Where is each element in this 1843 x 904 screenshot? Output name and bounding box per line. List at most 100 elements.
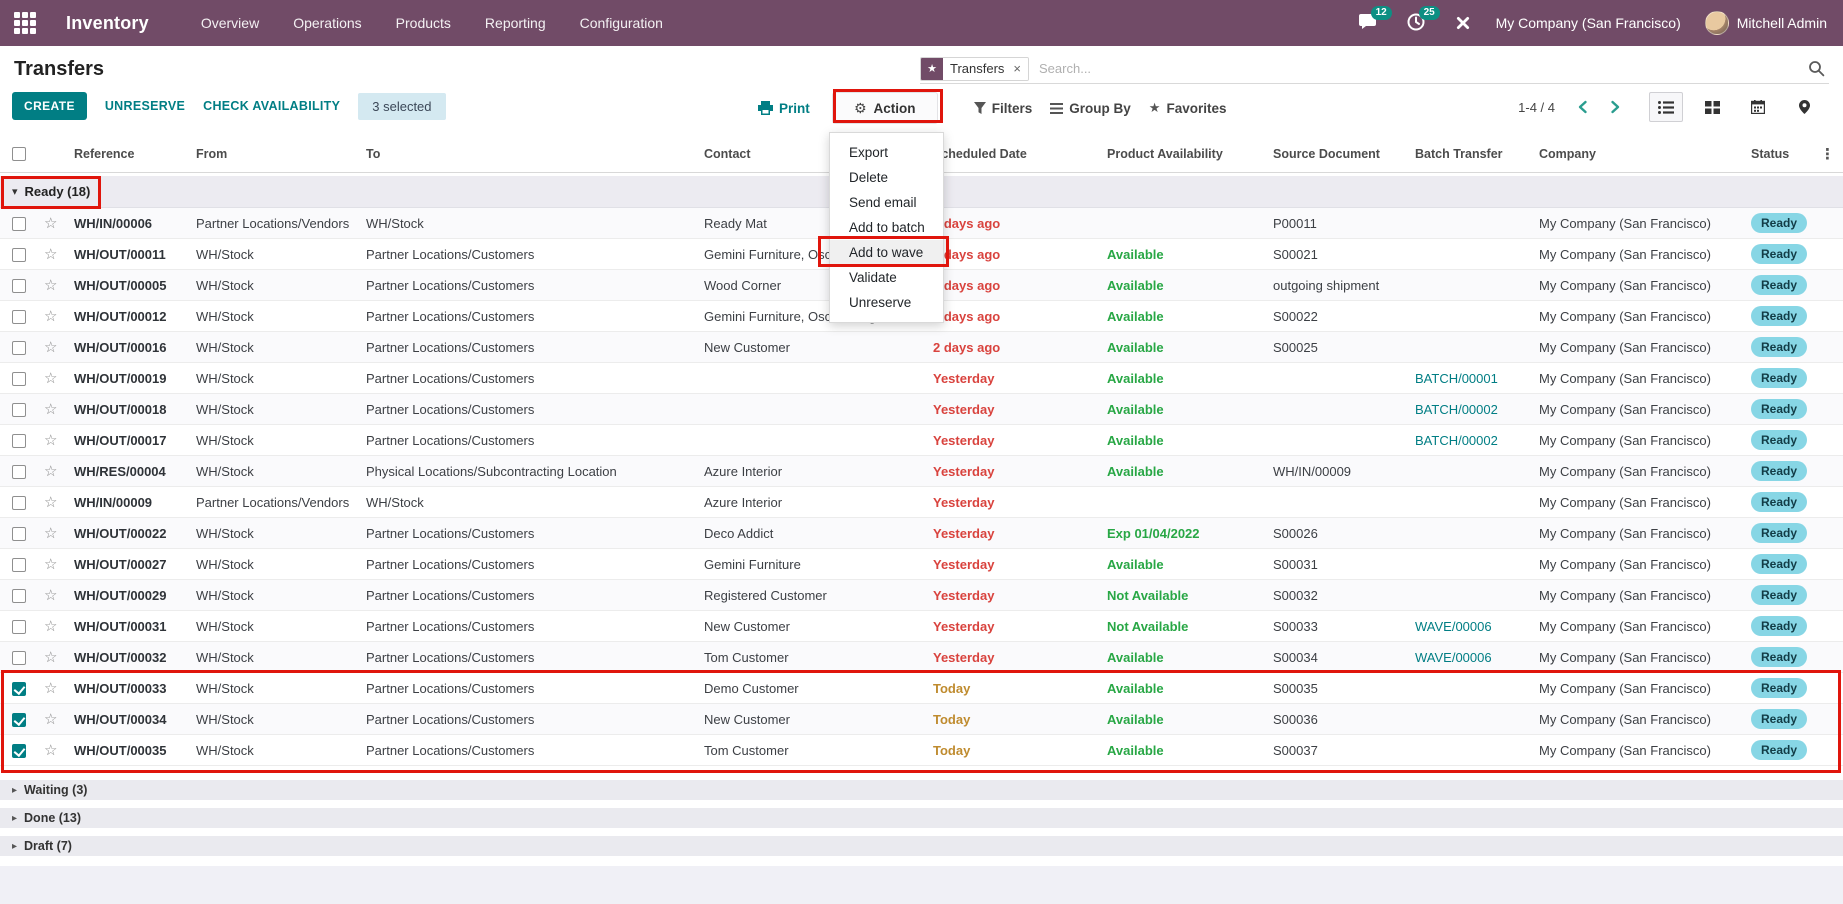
row-checkbox[interactable] [12,651,26,665]
cell-batch-transfer[interactable]: WAVE/00006 [1415,619,1539,634]
filters-button[interactable]: Filters [974,101,1033,116]
favorite-star-icon[interactable]: ☆ [44,680,57,697]
table-row[interactable]: ☆ WH/OUT/00017 WH/Stock Partner Location… [0,425,1843,456]
row-checkbox[interactable] [12,682,26,696]
favorite-star-icon[interactable]: ☆ [44,525,57,542]
unreserve-button[interactable]: UNRESERVE [105,99,185,113]
action-menu-item[interactable]: Add to batch [830,215,943,240]
search-icon[interactable] [1808,60,1825,77]
action-menu-item[interactable]: Validate [830,265,943,290]
table-row[interactable]: ☆ WH/RES/00004 WH/Stock Physical Locatio… [0,456,1843,487]
action-menu-item[interactable]: Add to wave [830,240,943,265]
table-row[interactable]: ☆ WH/OUT/00032 WH/Stock Partner Location… [0,642,1843,673]
group-header-done[interactable]: ▸ Done (13) [0,808,1843,828]
group-header-draft[interactable]: ▸ Draft (7) [0,836,1843,856]
table-row[interactable]: ☆ WH/OUT/00035 WH/Stock Partner Location… [0,735,1843,766]
company-switcher[interactable]: My Company (San Francisco) [1496,15,1681,31]
col-scheduled-date[interactable]: Scheduled Date [933,147,1107,161]
row-checkbox[interactable] [12,620,26,634]
favorite-star-icon[interactable]: ☆ [44,556,57,573]
row-checkbox[interactable] [12,310,26,324]
row-checkbox[interactable] [12,403,26,417]
table-row[interactable]: ☆ WH/OUT/00034 WH/Stock Partner Location… [0,704,1843,735]
table-row[interactable]: ☆ WH/OUT/00018 WH/Stock Partner Location… [0,394,1843,425]
action-menu-item[interactable]: Unreserve [830,290,943,315]
favorite-star-icon[interactable]: ☆ [44,618,57,635]
col-batch-transfer[interactable]: Batch Transfer [1415,147,1539,161]
row-checkbox[interactable] [12,558,26,572]
cell-batch-transfer[interactable]: BATCH/00002 [1415,402,1539,417]
row-checkbox[interactable] [12,465,26,479]
row-checkbox[interactable] [12,434,26,448]
search-input[interactable] [1029,61,1808,76]
pager-next-icon[interactable] [1610,100,1621,114]
col-from[interactable]: From [196,147,366,161]
row-checkbox[interactable] [12,279,26,293]
action-menu-item[interactable]: Send email [830,190,943,215]
print-button[interactable]: Print [758,101,810,116]
row-checkbox[interactable] [12,713,26,727]
favorites-button[interactable]: ★ Favorites [1149,100,1227,116]
favorite-star-icon[interactable]: ☆ [44,742,57,759]
favorite-star-icon[interactable]: ☆ [44,494,57,511]
table-row[interactable]: ☆ WH/OUT/00033 WH/Stock Partner Location… [0,673,1843,704]
group-by-button[interactable]: Group By [1050,101,1131,116]
view-map-icon[interactable] [1787,92,1821,122]
apps-grid-icon[interactable] [14,12,36,34]
col-to[interactable]: To [366,147,704,161]
action-menu-item[interactable]: Delete [830,165,943,190]
view-kanban-icon[interactable] [1695,92,1729,122]
row-checkbox[interactable] [12,496,26,510]
favorite-star-icon[interactable]: ☆ [44,308,57,325]
view-list-icon[interactable] [1649,92,1683,122]
view-calendar-icon[interactable] [1741,92,1775,122]
menu-overview[interactable]: Overview [201,15,259,31]
cell-batch-transfer[interactable]: BATCH/00002 [1415,433,1539,448]
user-menu[interactable]: Mitchell Admin [1705,11,1827,35]
favorite-star-icon[interactable]: ☆ [44,463,57,480]
favorite-star-icon[interactable]: ☆ [44,277,57,294]
col-source-document[interactable]: Source Document [1273,147,1415,161]
favorite-star-icon[interactable]: ☆ [44,649,57,666]
col-product-availability[interactable]: Product Availability [1107,147,1273,161]
table-row[interactable]: ☆ WH/OUT/00019 WH/Stock Partner Location… [0,363,1843,394]
cell-batch-transfer[interactable]: BATCH/00001 [1415,371,1539,386]
optional-columns-icon[interactable]: ⋮ [1820,145,1835,163]
select-all-checkbox[interactable] [12,147,26,161]
favorite-star-icon[interactable]: ☆ [44,401,57,418]
row-checkbox[interactable] [12,341,26,355]
table-row[interactable]: ☆ WH/OUT/00031 WH/Stock Partner Location… [0,611,1843,642]
col-reference[interactable]: Reference [74,147,196,161]
activities-clock-icon[interactable]: 25 [1406,12,1430,34]
action-menu-item[interactable]: Export [830,140,943,165]
row-checkbox[interactable] [12,248,26,262]
favorite-star-icon[interactable]: ☆ [44,215,57,232]
table-row[interactable]: ☆ WH/OUT/00027 WH/Stock Partner Location… [0,549,1843,580]
favorite-star-icon[interactable]: ☆ [44,246,57,263]
cell-batch-transfer[interactable]: WAVE/00006 [1415,650,1539,665]
favorite-star-icon[interactable]: ☆ [44,339,57,356]
row-checkbox[interactable] [12,372,26,386]
facet-remove-icon[interactable]: × [1011,58,1028,80]
table-row[interactable]: ☆ WH/IN/00009 Partner Locations/Vendors … [0,487,1843,518]
row-checkbox[interactable] [12,527,26,541]
row-checkbox[interactable] [12,589,26,603]
app-name[interactable]: Inventory [66,13,149,34]
row-checkbox[interactable] [12,744,26,758]
action-button[interactable]: ⚙ Action [832,92,938,124]
menu-configuration[interactable]: Configuration [580,15,663,31]
favorite-star-icon[interactable]: ☆ [44,370,57,387]
table-row[interactable]: ☆ WH/OUT/00016 WH/Stock Partner Location… [0,332,1843,363]
table-row[interactable]: ☆ WH/OUT/00029 WH/Stock Partner Location… [0,580,1843,611]
pager-previous-icon[interactable] [1577,100,1588,114]
menu-products[interactable]: Products [396,15,451,31]
row-checkbox[interactable] [12,217,26,231]
create-button[interactable]: CREATE [12,92,87,120]
menu-reporting[interactable]: Reporting [485,15,546,31]
tools-icon[interactable] [1454,14,1472,32]
menu-operations[interactable]: Operations [293,15,361,31]
table-row[interactable]: ☆ WH/OUT/00022 WH/Stock Partner Location… [0,518,1843,549]
favorite-star-icon[interactable]: ☆ [44,432,57,449]
check-availability-button[interactable]: CHECK AVAILABILITY [203,99,340,113]
favorite-star-icon[interactable]: ☆ [44,711,57,728]
